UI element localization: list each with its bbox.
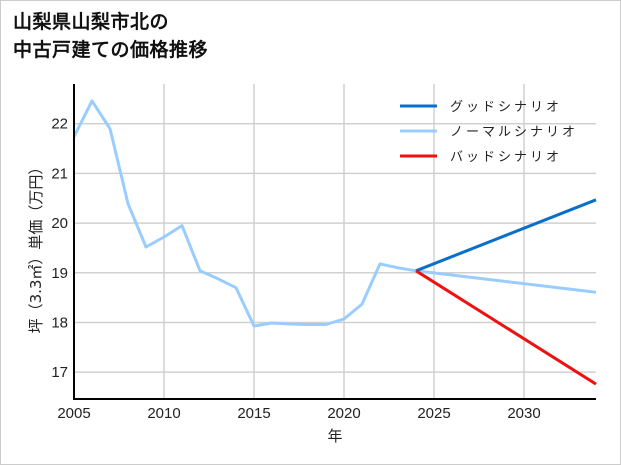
series-line bbox=[415, 198, 597, 273]
chart-title: 山梨県山梨市北の 中古戸建ての価格推移 bbox=[13, 8, 208, 64]
legend-label: ノーマルシナリオ bbox=[450, 125, 578, 140]
x-axis-label: 年 bbox=[327, 427, 342, 445]
y-tick-label: 19 bbox=[51, 265, 68, 282]
legend-label: バッドシナリオ bbox=[450, 150, 562, 165]
axes bbox=[73, 84, 596, 400]
tick-labels: 2005 2010 2015 2020 2025 2030 17 18 19 20 21 22 bbox=[51, 116, 540, 422]
grid-lines bbox=[73, 84, 596, 399]
series-line bbox=[415, 269, 597, 386]
y-tick-label: 18 bbox=[51, 314, 68, 331]
x-tick-label: 2025 bbox=[417, 405, 450, 422]
series-lines bbox=[72, 99, 597, 386]
y-tick-label: 17 bbox=[51, 364, 68, 381]
x-tick-label: 2020 bbox=[327, 405, 360, 422]
x-tick-label: 2005 bbox=[57, 405, 90, 422]
y-tick-label: 20 bbox=[51, 215, 68, 232]
x-tick-label: 2015 bbox=[237, 405, 270, 422]
chart-title-line1: 山梨県山梨市北の bbox=[13, 11, 170, 33]
x-tick-label: 2030 bbox=[507, 405, 540, 422]
x-tick-label: 2010 bbox=[147, 405, 180, 422]
legend-label: グッドシナリオ bbox=[450, 100, 562, 115]
series-line bbox=[72, 99, 597, 328]
y-tick-label: 22 bbox=[51, 116, 68, 133]
y-axis-label: 坪（3.3㎡）単価（万円） bbox=[27, 160, 45, 334]
chart-title-line2: 中古戸建ての価格推移 bbox=[13, 39, 209, 61]
y-tick-label: 21 bbox=[51, 165, 68, 182]
